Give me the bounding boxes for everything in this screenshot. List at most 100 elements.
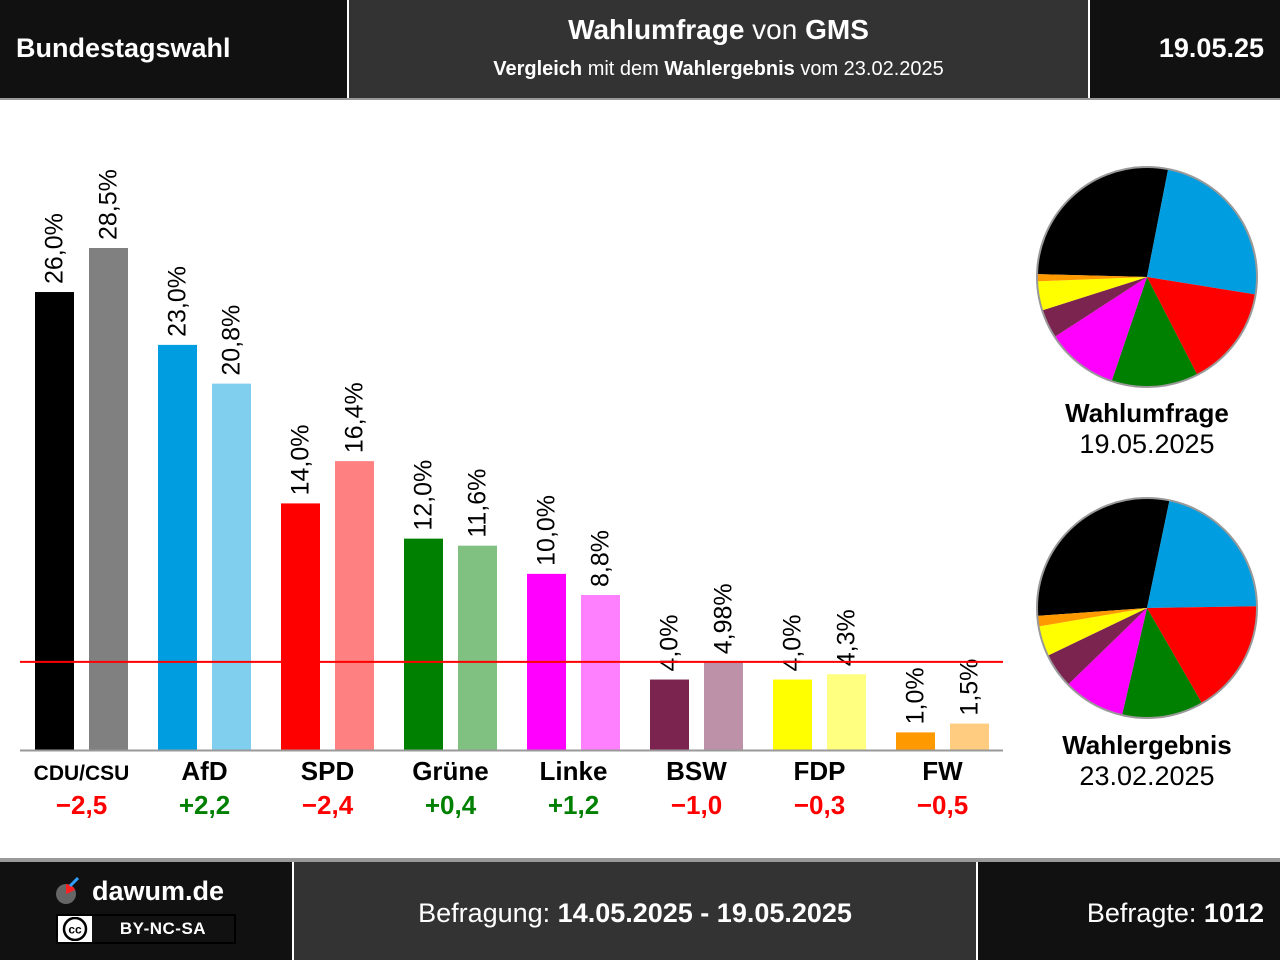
category-label: CDU/CSU [34, 762, 130, 785]
license-badge[interactable]: cc BY-NC-SA [56, 914, 236, 944]
pie-date-poll: 19.05.2025 [1079, 429, 1215, 459]
data-label: 1,5% [956, 659, 984, 716]
data-label: 14,0% [287, 425, 315, 496]
footer-center: Befragung: 14.05.2025 - 19.05.2025 [294, 862, 976, 960]
respondents-count: 1012 [1203, 898, 1264, 928]
category-label: FW [922, 756, 963, 786]
header-left: Bundestagswahl [0, 0, 347, 98]
difference-label: −2,5 [56, 790, 107, 820]
pie-caption-result: Wahlergebnis 23.02.2025 [1030, 730, 1264, 792]
difference-label: −2,4 [302, 790, 354, 820]
bar-result [950, 723, 989, 750]
creative-commons-icon: cc [58, 916, 92, 942]
pie-result-slice [1038, 608, 1147, 656]
comparison-word: Vergleich [493, 58, 583, 80]
comparison-date: vom 23.02.2025 [794, 58, 944, 80]
poll-von: von [744, 14, 806, 45]
comparison-mid: mit dem [582, 58, 665, 80]
data-label: 16,4% [341, 382, 369, 453]
pie-date-result: 23.02.2025 [1079, 761, 1215, 791]
pie-poll-slice [1037, 167, 1169, 277]
data-label: 4,0% [779, 615, 807, 672]
pie-poll-slice [1042, 277, 1147, 337]
pie-result-slice [1147, 500, 1257, 608]
data-label: 20,8% [218, 305, 246, 376]
dawum-logo-icon [56, 876, 80, 904]
bar-result [458, 545, 497, 750]
pie-result-slice [1037, 608, 1147, 627]
pie-result-slice [1047, 608, 1147, 685]
bar-poll [404, 538, 443, 750]
data-label: 28,5% [95, 169, 123, 240]
category-label: FDP [794, 756, 846, 786]
data-label: 1,0% [902, 667, 930, 724]
pie-title-poll: Wahlumfrage [1065, 398, 1229, 428]
respondents-label: Befragte: [1086, 898, 1204, 928]
footer-right: Befragte: 1012 [978, 862, 1280, 960]
bar-poll [896, 732, 935, 750]
footer-left: dawum.de cc BY-NC-SA [0, 862, 292, 960]
pie-poll-slice [1037, 274, 1147, 282]
brand-name[interactable]: dawum.de [92, 876, 225, 906]
bar-result [335, 461, 374, 750]
bar-poll [35, 292, 74, 750]
data-label: 8,8% [587, 530, 615, 587]
data-label: 23,0% [164, 266, 192, 337]
chart-title: Bundestagswahl [16, 33, 231, 63]
difference-label: +2,2 [179, 790, 230, 820]
cc-mark-text: cc [68, 923, 82, 937]
poll-date: 19.05.25 [1158, 33, 1264, 63]
pie-poll-slice [1054, 277, 1147, 382]
pie-poll-slice [1111, 277, 1198, 387]
bar-poll [773, 679, 812, 750]
category-label: Linke [540, 756, 608, 786]
pie-poll-slice [1147, 169, 1257, 295]
survey-period: Befragung: 14.05.2025 - 19.05.2025 [294, 898, 976, 929]
comparison-subtitle: Vergleich mit dem Wahlergebnis vom 23.02… [349, 58, 1088, 81]
pie-result-outline [1036, 497, 1258, 719]
data-label: 4,3% [833, 609, 861, 666]
data-label: 11,6% [464, 469, 492, 538]
pie-title-result: Wahlergebnis [1062, 730, 1232, 760]
footer-divider [0, 858, 1280, 862]
header-divider [0, 98, 1280, 100]
data-label: 4,98% [710, 583, 738, 654]
data-label: 10,0% [533, 495, 561, 566]
data-label: 12,0% [410, 460, 438, 531]
bar-result [827, 674, 866, 750]
pie-result-slice [1037, 498, 1170, 616]
bar-result [89, 248, 128, 750]
pie-result-slice [1147, 606, 1257, 704]
category-label: SPD [301, 756, 354, 786]
pie-result-slice [1122, 608, 1202, 718]
bar-poll [158, 344, 197, 750]
data-label: 4,0% [656, 615, 684, 672]
difference-label: +1,2 [548, 790, 599, 820]
respondents: Befragte: 1012 [1087, 898, 1264, 929]
pie-poll-slice [1037, 277, 1147, 311]
bar-chart: 26,0% 28,5% CDU/CSU −2,5 23,0% 20,8% AfD +2,2 14… [20, 169, 1003, 820]
poll-subtitle: Wahlumfrage von GMS [349, 14, 1088, 46]
bar-result [581, 594, 620, 750]
pie-chart-poll [1036, 166, 1258, 388]
pie-poll-outline [1036, 166, 1258, 388]
bar-result [212, 383, 251, 750]
pie-caption-poll: Wahlumfrage 19.05.2025 [1030, 398, 1264, 460]
comparison-result: Wahlergebnis [664, 58, 795, 80]
category-label: Grüne [412, 756, 489, 786]
difference-label: −0,3 [794, 790, 845, 820]
bar-poll [281, 503, 320, 750]
survey-dates: 14.05.2025 - 19.05.2025 [557, 898, 852, 928]
pollster-name: GMS [805, 14, 869, 45]
pie-result-slice [1068, 608, 1147, 716]
category-label: BSW [666, 756, 727, 786]
data-label: 26,0% [41, 213, 69, 284]
survey-label: Befragung: [418, 898, 558, 928]
pie-chart-result [1036, 497, 1258, 719]
bar-result [704, 662, 743, 750]
poll-type: Wahlumfrage [568, 14, 745, 45]
bar-poll [650, 679, 689, 750]
category-label: AfD [181, 756, 227, 786]
license-text: BY-NC-SA [92, 916, 234, 942]
difference-label: −0,5 [917, 790, 968, 820]
